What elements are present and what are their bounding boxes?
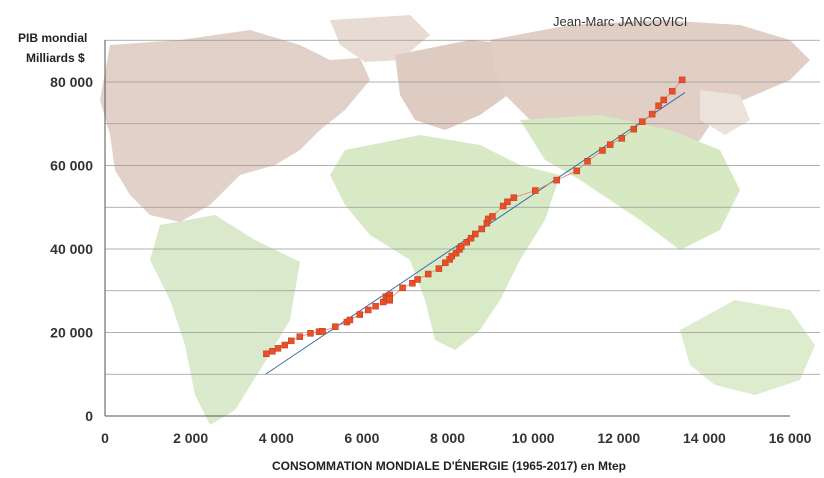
y-tick-label: 60 000 xyxy=(50,158,93,174)
data-point xyxy=(424,270,432,278)
data-point xyxy=(669,87,676,95)
data-point xyxy=(573,167,581,175)
x-tick-labels: 0 2 000 4 000 6 000 8 000 10 000 12 000 14 000 1… xyxy=(101,430,812,446)
data-point xyxy=(478,225,485,233)
data-point xyxy=(618,135,625,142)
data-point xyxy=(584,158,591,165)
data-point xyxy=(606,141,614,148)
data-point xyxy=(296,333,304,340)
data-point xyxy=(678,76,686,84)
x-axis-label: CONSOMMATION MONDIALE D'ÉNERGIE (1965-20… xyxy=(272,458,626,473)
data-point xyxy=(399,284,406,292)
x-tick-label: 14 000 xyxy=(683,430,726,446)
y-axis-label-line2: Milliards $ xyxy=(26,51,85,65)
data-point xyxy=(648,110,656,118)
data-points xyxy=(263,76,686,358)
author-label: Jean-Marc JANCOVICI xyxy=(553,14,687,29)
data-point xyxy=(386,295,393,303)
map-north-america xyxy=(100,30,370,222)
data-point xyxy=(287,337,295,345)
map-south-asia xyxy=(520,115,740,250)
data-point xyxy=(553,176,560,184)
data-point xyxy=(510,194,518,201)
data-point xyxy=(307,330,314,337)
data-point xyxy=(269,348,276,355)
axes xyxy=(104,40,790,417)
data-point xyxy=(630,125,637,133)
data-point xyxy=(472,230,479,238)
data-point xyxy=(281,341,289,349)
data-point xyxy=(409,279,416,287)
data-point xyxy=(489,213,496,220)
y-tick-label: 20 000 xyxy=(50,325,93,341)
map-greenland xyxy=(330,15,430,62)
y-tick-label: 0 xyxy=(85,408,93,424)
world-map-background xyxy=(100,15,815,425)
data-point xyxy=(346,316,354,324)
data-point xyxy=(457,243,465,250)
data-point xyxy=(660,96,667,104)
x-tick-label: 0 xyxy=(101,430,109,446)
x-tick-label: 8 000 xyxy=(430,430,465,446)
data-point xyxy=(372,302,379,310)
data-point xyxy=(365,306,372,314)
data-point xyxy=(414,276,421,283)
data-point xyxy=(263,350,270,358)
y-tick-label: 40 000 xyxy=(50,241,93,257)
data-point xyxy=(356,311,363,318)
map-australia xyxy=(680,300,815,395)
x-tick-label: 2 000 xyxy=(173,430,208,446)
data-point xyxy=(639,118,646,125)
x-tick-label: 16 000 xyxy=(769,430,812,446)
data-point xyxy=(332,323,339,330)
data-point xyxy=(435,265,443,272)
data-point xyxy=(499,202,507,210)
x-tick-label: 4 000 xyxy=(259,430,294,446)
data-point xyxy=(655,102,662,110)
data-point xyxy=(319,327,326,335)
data-point xyxy=(442,259,449,267)
y-axis-label-line1: PIB mondial xyxy=(18,31,87,45)
data-point xyxy=(274,345,282,352)
data-point xyxy=(463,239,471,246)
data-point xyxy=(452,249,460,257)
data-point xyxy=(504,198,511,206)
y-tick-labels: 0 20 000 40 000 60 000 80 000 xyxy=(50,74,93,424)
x-tick-label: 10 000 xyxy=(512,430,555,446)
x-tick-label: 6 000 xyxy=(344,430,379,446)
data-point xyxy=(532,187,539,194)
map-africa xyxy=(330,135,560,350)
data-point xyxy=(599,147,606,154)
x-tick-label: 12 000 xyxy=(597,430,640,446)
map-south-america xyxy=(150,215,300,425)
map-europe xyxy=(395,40,520,130)
data-point xyxy=(467,234,475,242)
y-tick-label: 80 000 xyxy=(50,74,93,90)
